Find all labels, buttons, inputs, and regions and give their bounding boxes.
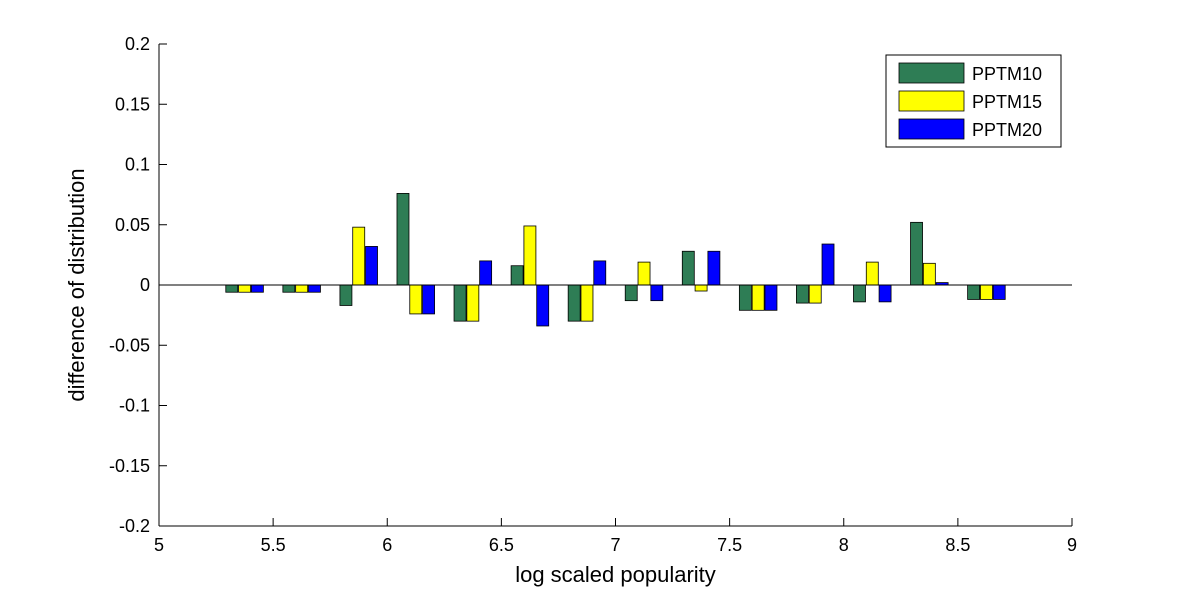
legend-label-pptm20: PPTM20 xyxy=(972,120,1042,140)
bar-pptm15-0 xyxy=(238,284,251,293)
bar-pptm10-7 xyxy=(624,284,638,302)
bar-pptm15-8 xyxy=(694,284,708,292)
x-tick-label: 8 xyxy=(839,535,849,555)
legend-label-pptm10: PPTM10 xyxy=(972,64,1042,84)
bar-pptm20-7 xyxy=(650,284,664,302)
bar-pptm15-11 xyxy=(865,261,879,286)
bar-pptm20-5 xyxy=(536,284,550,327)
bar-pptm10-9 xyxy=(738,284,752,311)
legend-swatch-pptm10 xyxy=(898,62,965,84)
bar-pptm10-8 xyxy=(681,250,695,286)
bar-pptm15-12 xyxy=(922,262,936,286)
axes-group: 5 5.5 6 6.5 7 7.5 8 8.5 9 -0.2 -0.15 -0.1 -0.05 0 0.05… xyxy=(109,34,1077,555)
bar-pptm20-11 xyxy=(878,284,892,303)
bars-group xyxy=(225,193,1006,327)
legend-swatch-pptm15 xyxy=(898,90,965,112)
bar-pptm10-3 xyxy=(396,193,410,286)
legend-swatch-pptm20 xyxy=(898,118,965,140)
y-tick-label: -0.05 xyxy=(109,335,150,355)
bar-pptm20-2 xyxy=(365,246,378,286)
bar-pptm20-6 xyxy=(593,260,607,286)
bar-pptm20-9 xyxy=(764,284,778,311)
y-tick-label: 0.1 xyxy=(125,155,150,175)
x-tick-label: 5 xyxy=(154,535,164,555)
bar-pptm10-11 xyxy=(853,284,866,303)
bar-pptm10-1 xyxy=(282,284,296,293)
bar-pptm20-10 xyxy=(821,243,835,286)
x-tick-label: 9 xyxy=(1067,535,1077,555)
y-tick-label: -0.2 xyxy=(119,516,150,536)
bar-pptm15-4 xyxy=(466,284,480,322)
bar-pptm10-6 xyxy=(567,284,581,322)
bar-pptm15-6 xyxy=(580,284,594,322)
bar-pptm10-13 xyxy=(967,284,981,300)
bar-pptm20-1 xyxy=(308,284,321,293)
bar-pptm10-10 xyxy=(796,284,809,304)
x-tick-label: 7 xyxy=(610,535,620,555)
bar-pptm10-5 xyxy=(510,265,524,286)
bar-pptm10-4 xyxy=(453,284,467,322)
bar-pptm15-2 xyxy=(352,226,366,286)
bar-pptm15-13 xyxy=(980,284,993,300)
y-axis-title: difference of distribution xyxy=(64,168,89,401)
bar-pptm20-8 xyxy=(707,250,721,286)
x-tick-label: 6 xyxy=(382,535,392,555)
y-tick-label: -0.15 xyxy=(109,456,150,476)
bar-pptm15-5 xyxy=(523,225,537,286)
bar-pptm10-0 xyxy=(225,284,239,293)
bar-pptm15-7 xyxy=(637,261,651,286)
y-tick-label: 0.05 xyxy=(115,215,150,235)
x-tick-label: 5.5 xyxy=(261,535,286,555)
bar-pptm15-10 xyxy=(808,284,822,304)
bar-pptm20-3 xyxy=(422,284,435,315)
bar-pptm10-2 xyxy=(339,284,353,306)
y-tick-label: -0.1 xyxy=(119,396,150,416)
legend-label-pptm15: PPTM15 xyxy=(972,92,1042,112)
x-axis-title: log scaled popularity xyxy=(515,562,716,587)
bar-pptm10-12 xyxy=(910,221,923,286)
y-tick-label: 0 xyxy=(140,275,150,295)
legend: PPTM10 PPTM15 PPTM20 xyxy=(885,54,1062,148)
bar-pptm20-0 xyxy=(250,284,264,293)
x-tick-label: 7.5 xyxy=(717,535,742,555)
y-tick-label: 0.15 xyxy=(115,94,150,114)
bar-pptm20-4 xyxy=(479,260,493,286)
bar-pptm15-3 xyxy=(409,284,423,315)
bar-pptm15-9 xyxy=(751,284,765,311)
x-tick-label: 6.5 xyxy=(489,535,514,555)
bar-pptm15-1 xyxy=(295,284,309,293)
x-tick-label: 8.5 xyxy=(945,535,970,555)
bar-pptm20-13 xyxy=(992,284,1006,300)
y-tick-label: 0.2 xyxy=(125,34,150,54)
